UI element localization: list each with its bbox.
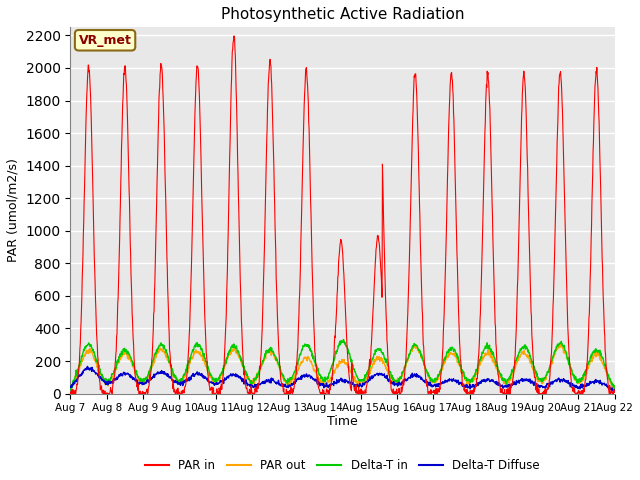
Legend: PAR in, PAR out, Delta-T in, Delta-T Diffuse: PAR in, PAR out, Delta-T in, Delta-T Dif… — [141, 455, 545, 477]
X-axis label: Time: Time — [327, 415, 358, 428]
Text: VR_met: VR_met — [79, 34, 131, 47]
Title: Photosynthetic Active Radiation: Photosynthetic Active Radiation — [221, 7, 464, 22]
Y-axis label: PAR (umol/m2/s): PAR (umol/m2/s) — [7, 158, 20, 263]
